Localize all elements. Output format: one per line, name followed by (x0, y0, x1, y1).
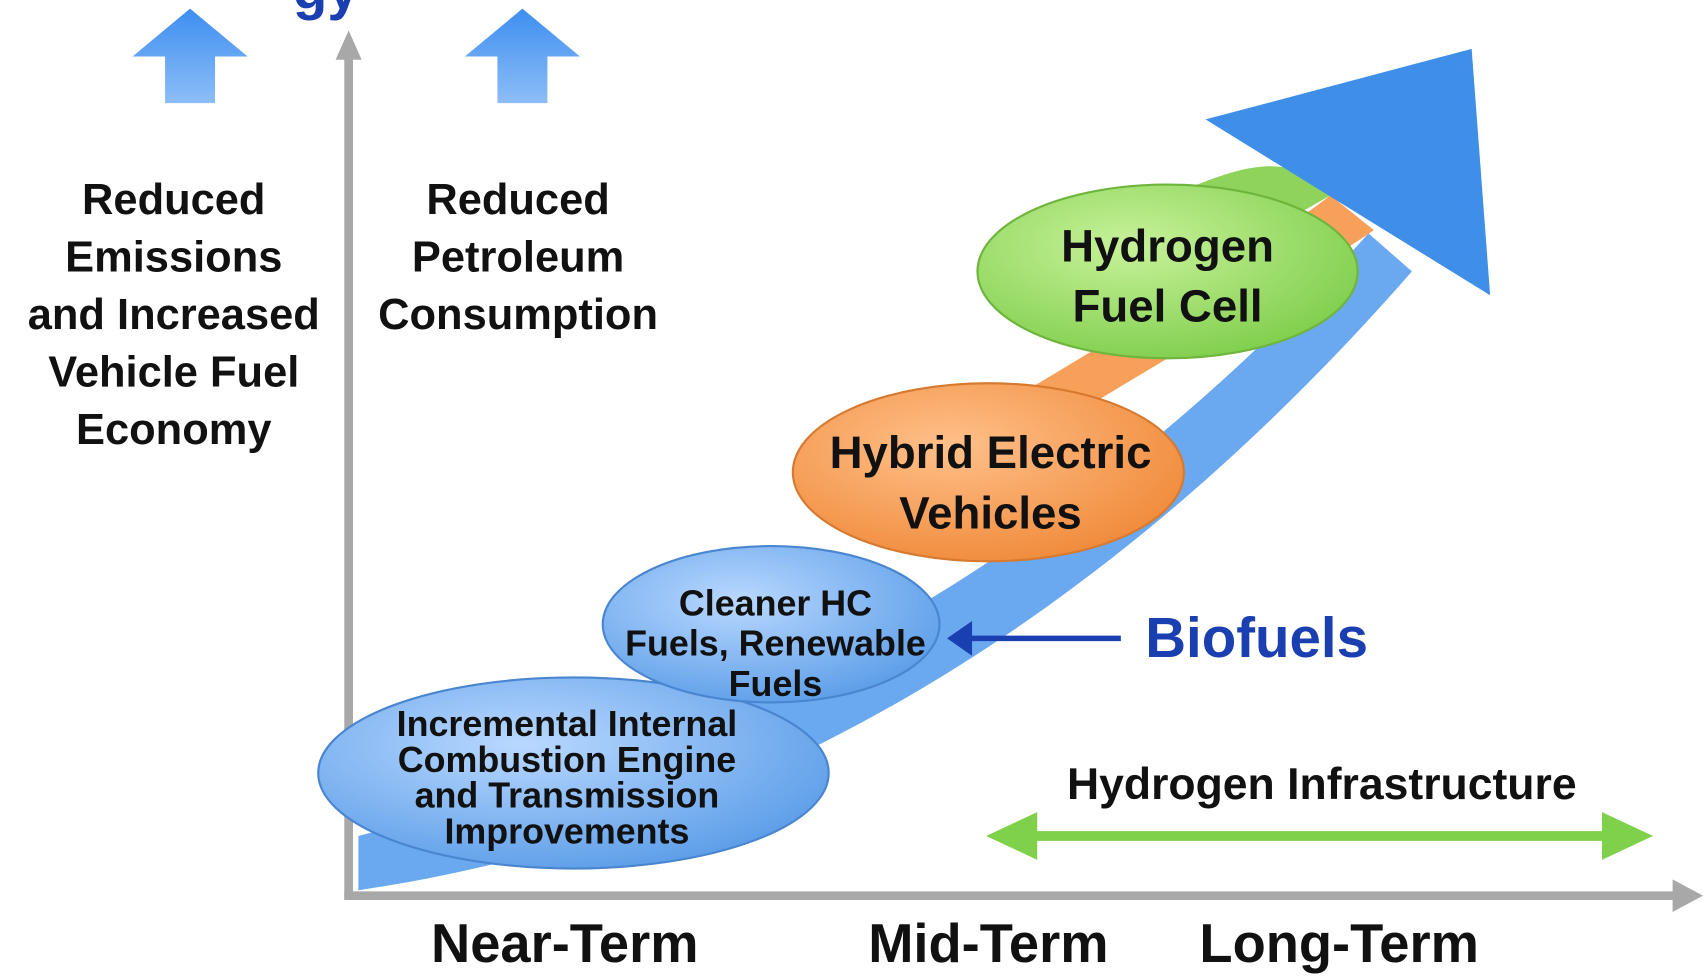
stage-text: Hybrid Electric (830, 427, 1152, 478)
page: {"title_fragment": "gy", "left_goal": {"… (0, 0, 1703, 976)
up-arrow (465, 9, 580, 103)
stage-text: Hydrogen (1061, 221, 1274, 272)
goal-text: Emissions (65, 233, 282, 281)
timeline-label: Long-Term (1199, 913, 1478, 974)
stage-text: Fuels (729, 664, 823, 704)
goal-text: Economy (76, 406, 271, 454)
stage-text: Improvements (444, 812, 689, 852)
arrow-head (986, 812, 1037, 860)
diagram: gy Reduced Emissions and Increased Vehicle … (0, 0, 1703, 976)
goal-text: Consumption (378, 291, 658, 339)
goal-text: and Increased (28, 291, 320, 339)
goal-text: Petroleum (412, 233, 624, 281)
goal-text: Vehicle Fuel (48, 348, 299, 396)
axis-head (1673, 879, 1703, 912)
stage-text: Incremental Internal (397, 704, 738, 744)
stage-text: Combustion Engine (398, 740, 736, 780)
title-fragment: gy (293, 0, 359, 21)
timeline-label: Mid-Term (868, 913, 1108, 974)
arrow-head (1602, 812, 1653, 860)
callout-text: Biofuels (1145, 606, 1368, 669)
up-arrow (133, 9, 248, 103)
infrastructure-text: Hydrogen Infrastructure (1067, 760, 1577, 809)
stage-text: and Transmission (415, 776, 720, 816)
goal-text: Reduced (82, 176, 265, 224)
timeline-label: Near-Term (431, 913, 699, 974)
stage-text: Fuel Cell (1073, 280, 1263, 331)
stage-text: Vehicles (899, 488, 1082, 539)
axis-head (336, 30, 362, 59)
stage-text: Cleaner HC (679, 584, 872, 624)
goal-text: Reduced (426, 176, 609, 224)
stage-text: Fuels, Renewable (625, 624, 926, 664)
